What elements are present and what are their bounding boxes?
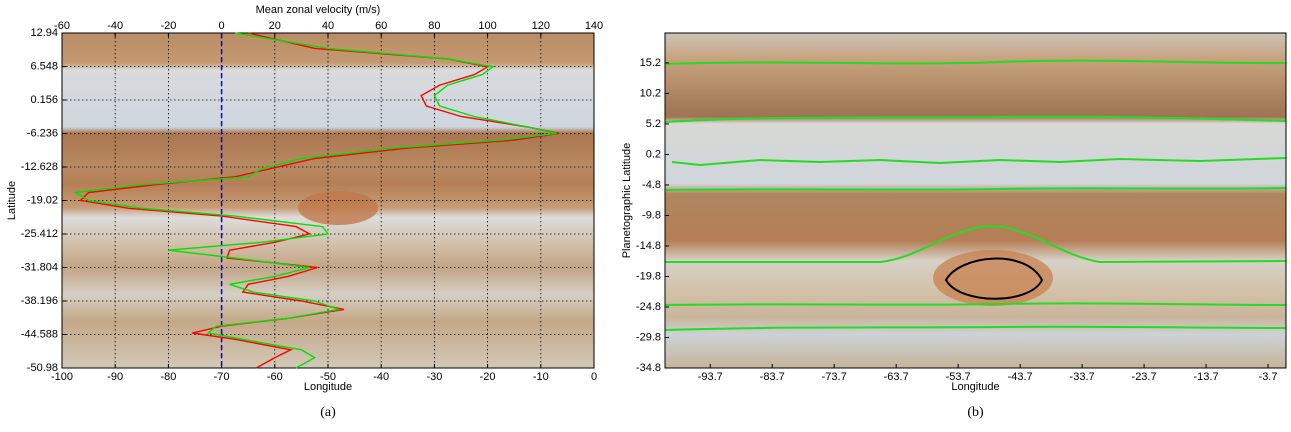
y-tick-label: -44.588 <box>21 328 58 340</box>
y-tick-label: -12.628 <box>21 161 58 173</box>
contour <box>665 303 1286 305</box>
caption: (b) <box>967 405 984 420</box>
y-tick-label: 5.2 <box>646 118 661 130</box>
y-tick-label: -50.98 <box>27 362 58 374</box>
y-tick-label: -4.8 <box>642 179 661 191</box>
x2-tick-label: 120 <box>532 20 550 32</box>
y-tick-label: 15.2 <box>640 57 661 69</box>
x-tick-label: -60 <box>267 371 283 383</box>
y-tick-label: -19.8 <box>636 270 661 282</box>
x-axis-label: Longitude <box>304 381 352 393</box>
x-axis-label: Longitude <box>951 381 999 393</box>
x2-tick-label: 100 <box>478 20 496 32</box>
y-tick-label: 0.156 <box>30 94 58 106</box>
x2-axis-label: Mean zonal velocity (m/s) <box>256 4 381 16</box>
y-tick-label: -9.8 <box>642 209 661 221</box>
x-tick-label: -93.7 <box>698 371 723 383</box>
x-tick-label: -83.7 <box>760 371 785 383</box>
x-tick-label: -33.7 <box>1070 371 1095 383</box>
y-tick-label: 10.2 <box>640 87 661 99</box>
y-tick-label: -29.8 <box>636 331 661 343</box>
x-tick-label: -3.7 <box>1259 371 1278 383</box>
y-axis-label: Latitude <box>6 181 18 220</box>
figure: -100-90-80-70-60-50-40-30-20-10012.946.5… <box>0 0 1291 432</box>
x-tick-label: 0 <box>591 371 597 383</box>
x2-tick-label: 80 <box>428 20 440 32</box>
x-tick-label: -30 <box>426 371 442 383</box>
x2-tick-label: 140 <box>585 20 603 32</box>
x2-tick-label: 0 <box>219 20 225 32</box>
x-tick-label: -13.7 <box>1194 371 1219 383</box>
page: {"chart_data": [ {"type": "line", "x2lab… <box>0 0 1291 432</box>
x-tick-label: -63.7 <box>884 371 909 383</box>
x-tick-label: -80 <box>160 371 176 383</box>
x-tick-label: -70 <box>214 371 230 383</box>
x2-tick-label: 60 <box>375 20 387 32</box>
y-tick-label: -19.02 <box>27 194 58 206</box>
y-tick-label: -14.8 <box>636 240 661 252</box>
planet-image <box>665 33 1286 368</box>
red-spot <box>298 191 378 225</box>
x-tick-label: -90 <box>107 371 123 383</box>
y-tick-label: -31.804 <box>21 261 58 273</box>
x-tick-label: -10 <box>533 371 549 383</box>
y-tick-label: -25.412 <box>21 228 58 240</box>
y-tick-label: -34.8 <box>636 362 661 374</box>
y-tick-label: -38.196 <box>21 295 58 307</box>
x-tick-label: -40 <box>373 371 389 383</box>
x-tick-label: -43.7 <box>1008 371 1033 383</box>
y-tick-label: 0.2 <box>646 148 661 160</box>
x2-tick-label: -60 <box>54 20 70 32</box>
x-tick-label: -73.7 <box>822 371 847 383</box>
x2-tick-label: -20 <box>160 20 176 32</box>
x2-tick-label: -40 <box>107 20 123 32</box>
x2-tick-label: 20 <box>269 20 281 32</box>
caption: (a) <box>320 405 336 420</box>
x-tick-label: -23.7 <box>1132 371 1157 383</box>
x2-tick-label: 40 <box>322 20 334 32</box>
y-tick-label: 6.548 <box>30 60 58 72</box>
x-tick-label: -20 <box>480 371 496 383</box>
y-tick-label: -24.8 <box>636 301 661 313</box>
y-axis-label: Planetographic Latitude <box>621 143 633 259</box>
y-tick-label: -6.236 <box>27 127 58 139</box>
